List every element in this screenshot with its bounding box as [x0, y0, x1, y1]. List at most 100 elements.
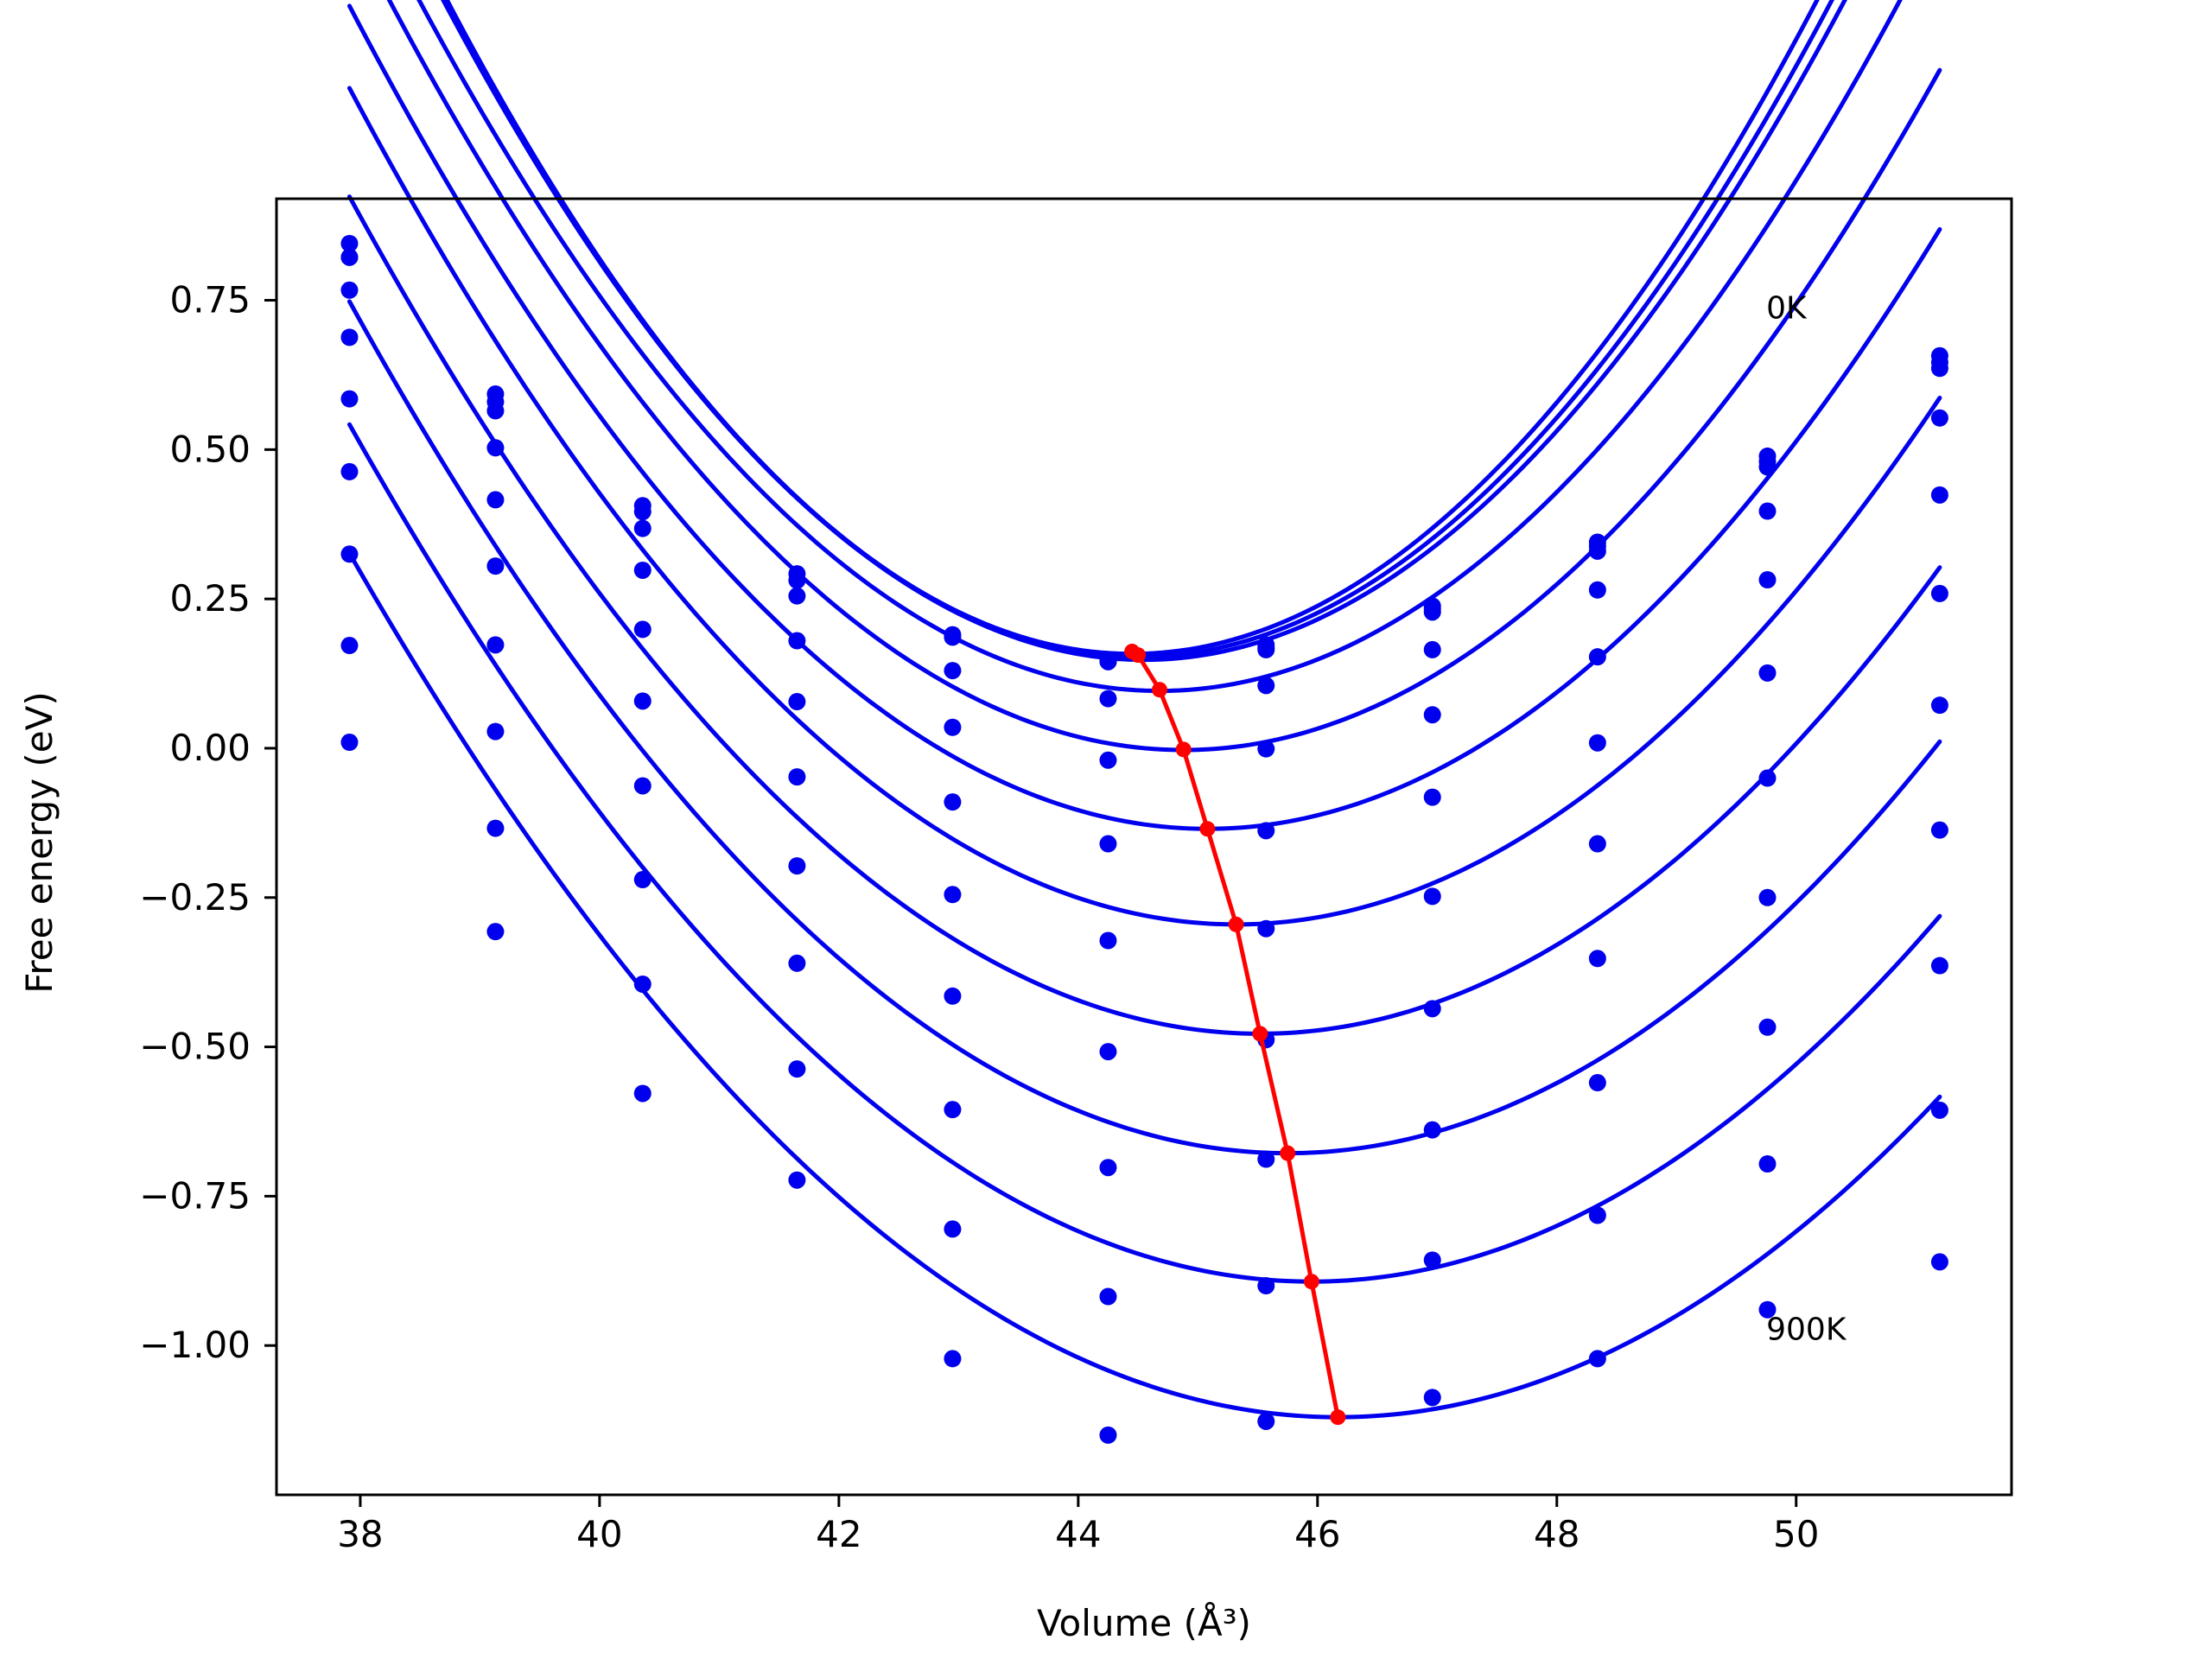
fit-curve	[346, 550, 1942, 1420]
plot-frame	[275, 197, 2013, 1497]
data-point	[944, 793, 962, 811]
data-point	[1758, 1018, 1777, 1036]
data-point	[633, 1084, 652, 1103]
data-point	[1099, 931, 1117, 950]
data-point	[1099, 1159, 1117, 1177]
data-point	[944, 662, 962, 680]
data-point	[1588, 648, 1606, 666]
fit-curves-layer	[346, 0, 1942, 1420]
minima-point	[1199, 821, 1216, 837]
data-point	[1099, 690, 1117, 708]
data-point	[340, 734, 359, 752]
data-point	[1099, 1287, 1117, 1306]
minima-path-layer	[1124, 643, 1346, 1426]
data-point	[1099, 1043, 1117, 1061]
data-point	[486, 636, 505, 654]
data-point	[1758, 458, 1777, 476]
data-point	[788, 693, 806, 711]
data-point	[1257, 919, 1275, 938]
data-point	[340, 234, 359, 252]
data-point	[1930, 584, 1948, 602]
y-tick-label: 0.75	[169, 279, 251, 321]
data-point	[1758, 1300, 1777, 1319]
data-point	[1257, 1277, 1275, 1295]
data-point	[1423, 1389, 1441, 1407]
data-point	[1099, 751, 1117, 769]
data-point	[633, 561, 652, 579]
data-point	[944, 718, 962, 736]
y-tick-label: 0.00	[169, 727, 251, 769]
data-point	[1588, 1350, 1606, 1368]
data-point	[1099, 835, 1117, 853]
minima-path-line	[1129, 649, 1340, 1420]
data-point	[1758, 664, 1777, 682]
data-point	[1423, 1121, 1441, 1139]
data-point	[1257, 640, 1275, 658]
data-point	[1588, 1074, 1606, 1092]
data-point	[788, 1171, 806, 1189]
data-point	[486, 722, 505, 741]
minima-point	[1228, 916, 1244, 932]
data-point	[486, 819, 505, 837]
fit-curve	[346, 194, 1942, 1036]
x-tick-label: 38	[337, 1513, 383, 1555]
data-point	[340, 390, 359, 408]
y-tick-label: −0.25	[139, 876, 251, 918]
x-tick-label: 48	[1534, 1513, 1580, 1555]
data-point	[944, 1220, 962, 1238]
data-point	[1930, 1101, 1948, 1119]
data-point	[1588, 734, 1606, 752]
fit-curve	[346, 86, 1942, 927]
data-point	[486, 923, 505, 941]
data-point	[1423, 1000, 1441, 1018]
y-tick-label: 0.25	[169, 577, 251, 620]
data-point	[1588, 835, 1606, 853]
data-point	[944, 987, 962, 1005]
data-point	[1758, 888, 1777, 906]
data-point	[1588, 542, 1606, 560]
annotation-0k-label: 0K	[1766, 290, 1808, 326]
x-axis-label: Volume (Å³)	[1037, 1601, 1251, 1644]
data-point	[340, 248, 359, 266]
data-point	[486, 402, 505, 420]
data-point	[1423, 640, 1441, 658]
x-tick-label: 40	[576, 1513, 622, 1555]
data-point	[633, 519, 652, 537]
data-point	[340, 637, 359, 655]
data-point	[486, 439, 505, 457]
data-point	[1930, 1253, 1948, 1271]
data-point	[1423, 788, 1441, 806]
data-point	[486, 557, 505, 575]
data-point	[633, 620, 652, 639]
y-tick-label: 0.50	[169, 428, 251, 470]
data-point	[944, 1101, 962, 1119]
annotation-900k-label: 900K	[1766, 1312, 1847, 1347]
data-point	[340, 328, 359, 346]
data-point	[1930, 486, 1948, 504]
data-point	[633, 871, 652, 889]
data-point	[1588, 1206, 1606, 1224]
y-tick-label: −0.50	[139, 1026, 251, 1068]
y-axis-label: Free energy (eV)	[18, 691, 60, 994]
minima-point	[1280, 1145, 1296, 1161]
data-point	[340, 462, 359, 480]
data-point	[788, 857, 806, 875]
data-point	[633, 692, 652, 710]
data-point	[788, 571, 806, 589]
plot-area	[276, 199, 2012, 1495]
data-point	[1930, 359, 1948, 378]
data-point	[1758, 502, 1777, 520]
data-point	[1423, 706, 1441, 724]
data-point	[1758, 571, 1777, 589]
data-point	[788, 632, 806, 650]
minima-point	[1175, 741, 1192, 758]
data-point	[1423, 603, 1441, 621]
data-point	[1257, 822, 1275, 840]
data-point	[1423, 887, 1441, 906]
data-point	[1758, 769, 1777, 787]
minima-point	[1152, 682, 1167, 698]
minima-point	[1303, 1274, 1319, 1290]
plot-layer	[275, 0, 2013, 1497]
